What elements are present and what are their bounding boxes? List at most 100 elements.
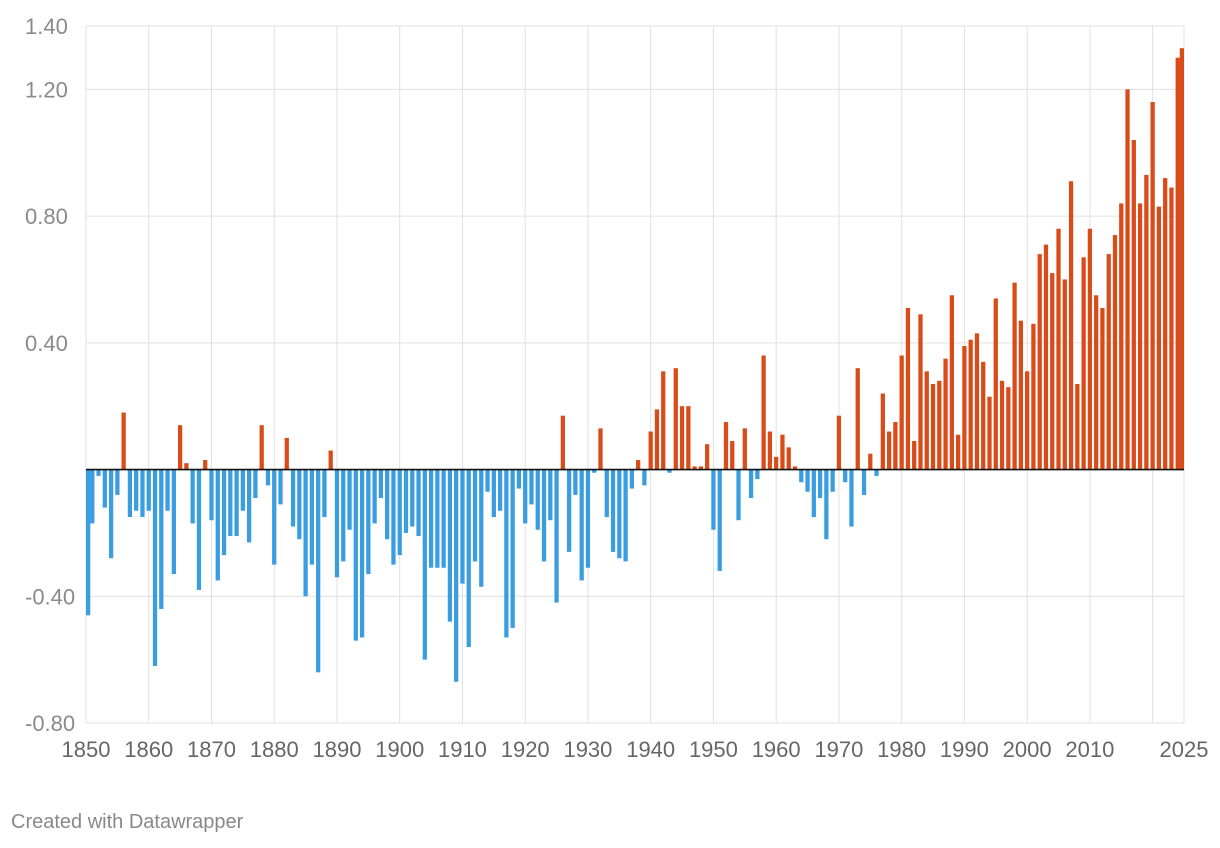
bar-1955 [742,428,747,470]
bar-1977 [880,393,885,470]
bar-1989 [955,434,961,470]
bar-2024 [1175,57,1180,470]
bar-1909 [454,469,459,682]
bar-1993 [981,361,986,470]
bar-2022 [1163,178,1168,470]
bar-1976 [874,469,879,476]
x-tick-label: 1850 [62,737,111,762]
bar-1885 [303,469,308,597]
bar-1925 [554,469,559,603]
bar-1952 [723,422,729,470]
bar-1934 [610,469,616,552]
x-tick-label: 1970 [814,737,863,762]
bar-1960 [774,456,779,470]
bar-1917 [504,469,509,638]
bar-1908 [447,469,453,622]
bar-1943 [667,469,672,473]
bar-1862 [159,469,164,609]
bar-1995 [993,298,998,470]
y-tick-label: 1.20 [25,77,68,102]
bar-1937 [629,469,634,489]
x-tick-label: 1940 [626,737,675,762]
bar-1906 [435,469,440,568]
bar-1910 [460,469,465,584]
bar-2003 [1043,244,1049,470]
y-tick-label: 0.40 [25,331,68,356]
bar-1992 [974,333,980,470]
bar-1851 [90,469,95,524]
bar-1898 [385,469,390,540]
bar-1886 [309,469,315,565]
bar-1954 [736,469,741,521]
bar-1899 [391,469,396,565]
bar-1929 [579,469,584,581]
bar-1855 [115,469,120,495]
x-tick-label: 2010 [1065,737,1114,762]
bar-1873 [228,469,233,537]
bar-1962 [786,447,791,470]
bar-1967 [817,469,823,499]
bar-2008 [1075,384,1080,470]
bar-1879 [265,469,271,486]
bar-1884 [297,469,302,540]
bar-1978 [886,431,892,470]
bar-1965 [805,469,810,492]
bar-1859 [140,469,145,518]
y-tick-label: 1.40 [25,14,68,39]
x-tick-label: 1950 [689,737,738,762]
bar-1980 [899,355,904,470]
bar-1912 [472,469,478,562]
bar-1893 [353,469,358,641]
bar-1856 [121,412,126,470]
bars [86,48,1184,682]
bar-1897 [378,469,384,499]
bar-1877 [253,469,258,499]
bar-1875 [240,469,245,511]
bar-1889 [328,450,333,470]
bar-1865 [177,425,183,470]
bar-1891 [341,469,346,562]
bar-1972 [849,469,854,527]
x-tick-label: 1860 [124,737,173,762]
x-axis-labels: 1850 1860 1870 1880 1890 1900 1910 1920 1930 1940… [62,737,1209,762]
bar-1883 [290,469,296,527]
bar-1997 [1006,387,1011,470]
bar-1857 [127,469,133,518]
x-tick-label: 1890 [312,737,361,762]
bar-1900 [397,469,402,556]
bar-2007 [1068,181,1074,470]
bar-1942 [661,371,666,470]
bar-1923 [541,469,547,562]
bar-1853 [102,469,107,508]
bar-2019 [1144,174,1149,470]
x-tick-label: 1930 [563,737,612,762]
bar-1901 [403,469,409,533]
bar-1850 [86,469,91,616]
bar-2001 [1031,323,1036,470]
bar-1880 [272,469,277,565]
bar-1922 [535,469,540,530]
bar-1994 [987,396,992,470]
bar-1894 [359,469,365,638]
x-tick-label: 2000 [1003,737,1052,762]
bar-1950 [711,469,716,530]
bar-2015 [1119,203,1124,470]
bar-1882 [284,437,289,470]
bar-2005 [1056,228,1061,470]
bar-1858 [134,469,139,511]
bar-1874 [234,469,239,537]
bar-1852 [96,469,101,476]
y-axis-labels: 1.40 1.20 0.80 0.40 -0.40 -0.80 [25,14,75,736]
bar-1881 [278,469,283,505]
x-tick-label: 2025 [1160,737,1209,762]
bar-1903 [416,469,421,537]
bar-1968 [824,469,829,540]
x-tick-label: 1980 [877,737,926,762]
x-tick-label: 1990 [940,737,989,762]
bar-1860 [146,469,151,511]
bar-1945 [679,406,685,470]
bar-1941 [654,409,660,470]
bar-2002 [1037,254,1042,470]
bar-1979 [893,422,898,470]
bar-1896 [372,469,377,524]
